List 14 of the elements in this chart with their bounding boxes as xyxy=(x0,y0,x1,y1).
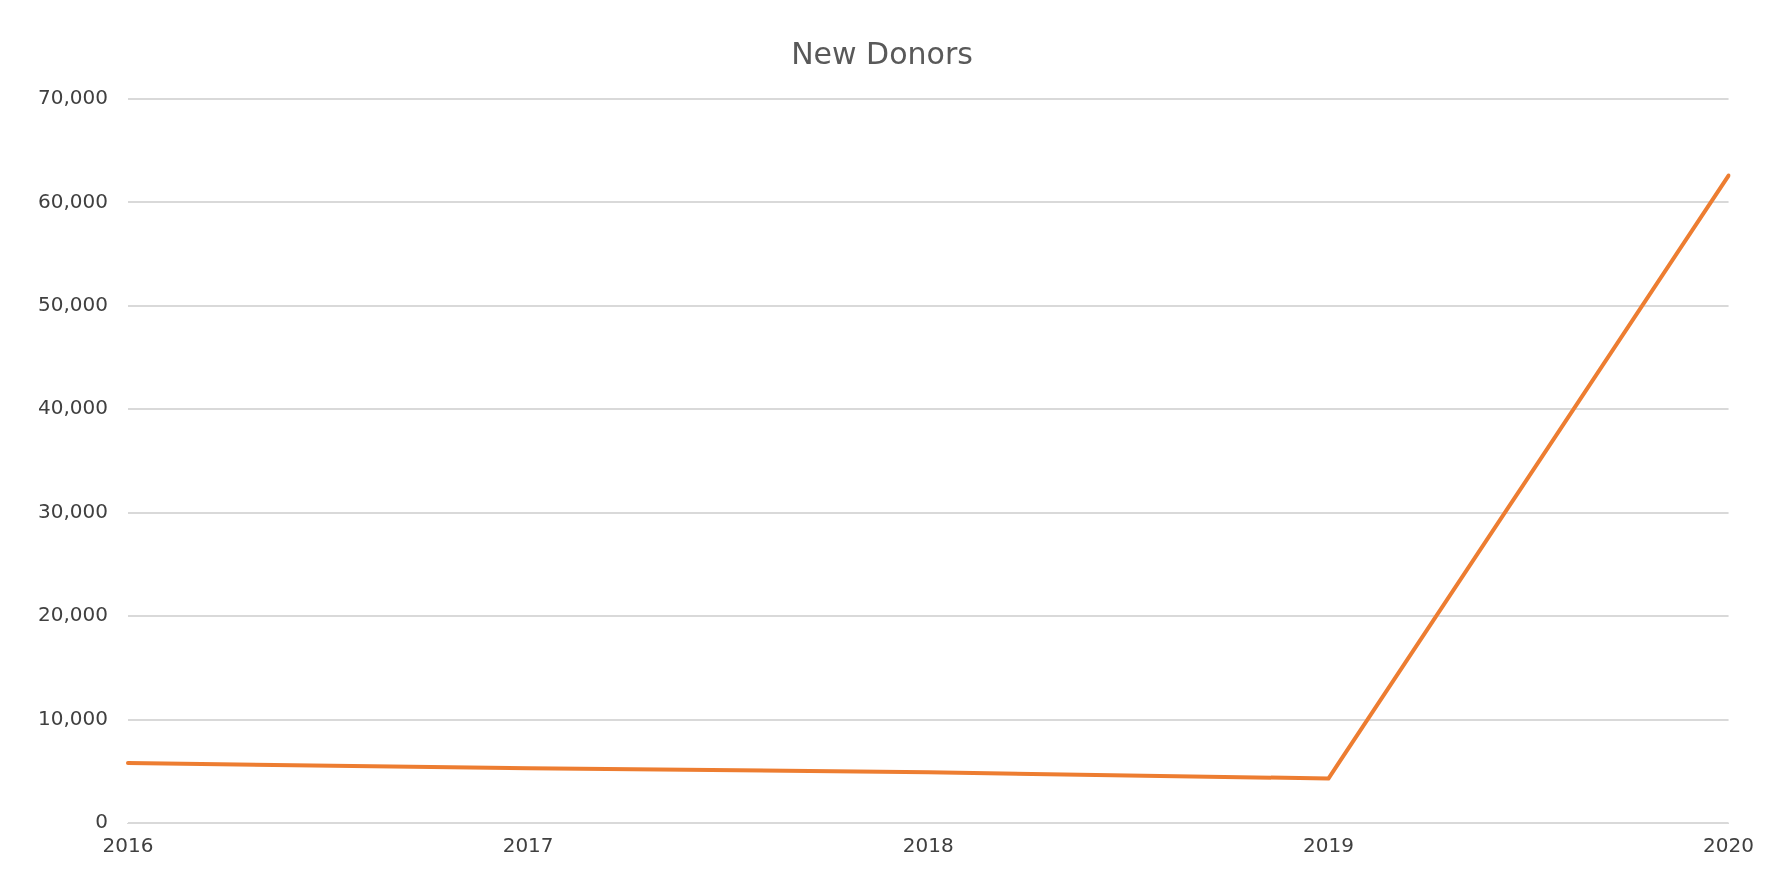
x-tick-label: 2018 xyxy=(902,833,954,858)
x-tick-label: 2020 xyxy=(1703,833,1754,858)
chart-title: New Donors xyxy=(791,35,973,71)
y-tick-label: 0 xyxy=(95,809,108,834)
y-tick-label: 30,000 xyxy=(38,498,108,523)
x-tick-label: 2017 xyxy=(502,833,554,858)
y-tick-label: 50,000 xyxy=(38,292,108,317)
x-tick-label: 2019 xyxy=(1302,833,1354,858)
y-tick-label: 10,000 xyxy=(38,705,108,730)
y-tick-label: 20,000 xyxy=(38,602,108,627)
y-tick-label: 40,000 xyxy=(38,395,108,420)
y-tick-label: 60,000 xyxy=(38,188,108,213)
x-tick-label: 2016 xyxy=(102,833,154,858)
y-tick-label: 70,000 xyxy=(38,85,108,110)
